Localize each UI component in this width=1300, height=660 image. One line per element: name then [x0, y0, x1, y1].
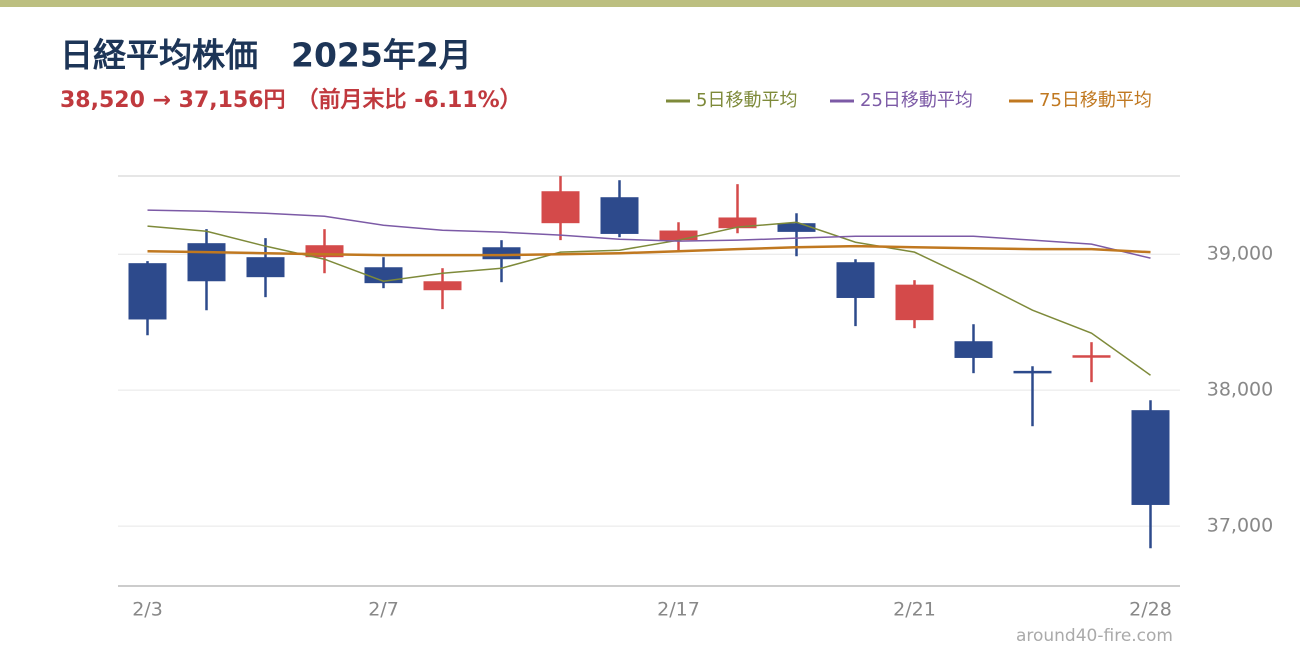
source: around40-fire.com — [1016, 626, 1173, 646]
candle-body — [364, 267, 403, 284]
candle-body — [777, 223, 816, 232]
legend-label: 75日移動平均 — [1039, 90, 1152, 111]
x-tick-label: 2/21 — [893, 599, 936, 621]
legend: 5日移動平均 25日移動平均 75日移動平均 — [666, 90, 1152, 111]
x-tick-label: 2/7 — [368, 599, 399, 621]
chart-subtitle: 38,520 → 37,156円 （前月末比 -6.11%） — [60, 87, 522, 113]
candle-body — [836, 262, 875, 298]
candle-body — [954, 341, 993, 358]
x-tick-label: 2/28 — [1129, 599, 1172, 621]
legend-label: 25日移動平均 — [860, 90, 973, 111]
moving-average-line — [147, 244, 1151, 257]
candle-body — [423, 281, 462, 291]
x-tick-label: 2/17 — [657, 599, 700, 621]
y-tick-label: 38,000 — [1207, 379, 1273, 401]
top-bar — [0, 0, 1300, 7]
candle-body — [305, 245, 344, 258]
candle-body — [718, 217, 757, 229]
candle-body — [1013, 370, 1052, 374]
moving-average-line — [147, 209, 1151, 259]
candle-body — [246, 257, 285, 278]
candle-body — [895, 284, 934, 321]
candle-body — [1072, 355, 1111, 358]
candle-body — [659, 230, 698, 241]
candle-body — [128, 263, 167, 320]
candle-body — [1131, 410, 1170, 505]
candle-body — [187, 243, 226, 282]
moving-average-line — [147, 221, 1151, 376]
x-tick-label: 2/3 — [132, 599, 163, 621]
chart-title: 日経平均株価 2025年2月 — [60, 36, 472, 75]
legend-label: 5日移動平均 — [696, 90, 797, 111]
candle-body — [482, 247, 521, 260]
y-tick-label: 39,000 — [1207, 243, 1273, 265]
candle-body — [600, 197, 639, 234]
candle-body — [541, 191, 580, 224]
y-tick-label: 37,000 — [1207, 515, 1273, 537]
